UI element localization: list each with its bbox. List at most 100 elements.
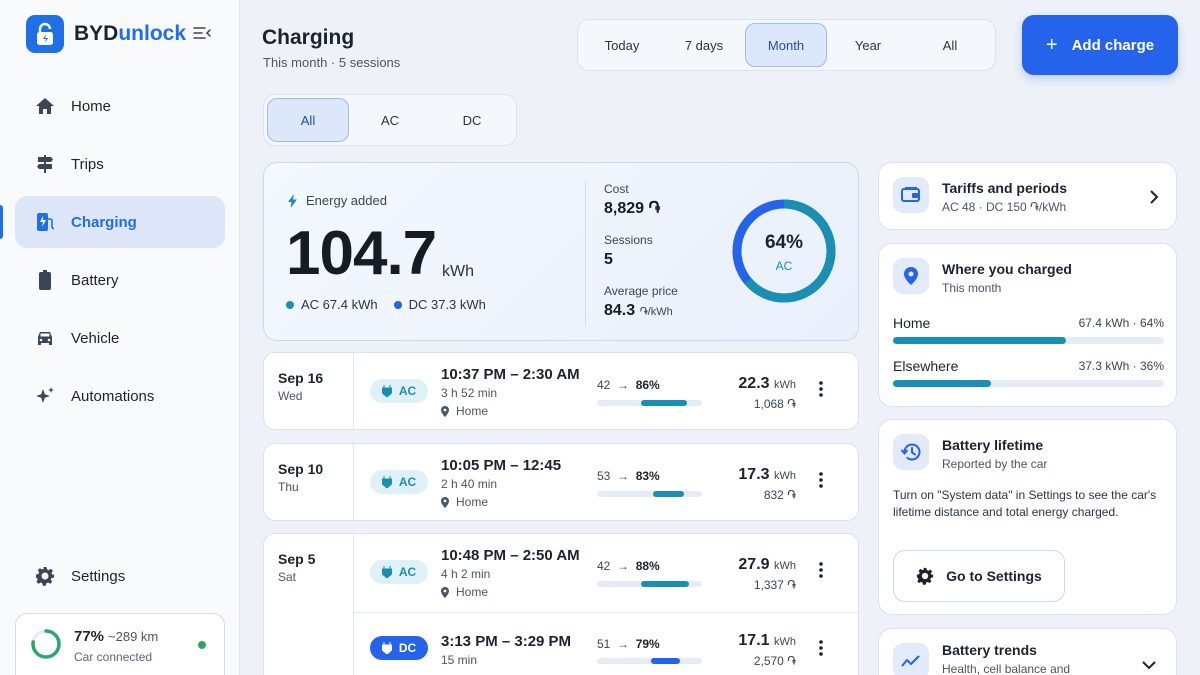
where-title: Where you charged <box>942 261 1072 277</box>
sidebar-item-label: Automations <box>71 387 155 405</box>
location-value: 67.4 kWh · 64% <box>1078 316 1164 330</box>
session-day: Thu <box>278 480 299 494</box>
charge-ring <box>31 629 61 659</box>
location-bar-fill <box>893 337 1067 344</box>
filter-all[interactable]: All <box>267 98 349 142</box>
charge-type-badge: AC <box>370 470 428 494</box>
session-time: 10:37 PM – 2:30 AM <box>441 366 580 383</box>
energy-split: AC 67.4 kWh DC 37.3 kWh <box>286 297 486 312</box>
session-duration: 3 h 52 min <box>441 386 498 400</box>
sidebar-item-battery[interactable]: Battery <box>15 254 225 306</box>
more-options-icon[interactable] <box>819 381 831 401</box>
plug-icon <box>381 476 392 488</box>
ac-share-donut <box>732 199 836 303</box>
lock-icon <box>26 15 64 53</box>
sidebar-item-label: Home <box>71 97 112 115</box>
gear-icon <box>35 566 55 586</box>
session-row[interactable]: AC 10:05 PM – 12:45 2 h 40 min Home 53 → 83%… <box>264 444 860 520</box>
cost-label: Cost <box>604 182 629 196</box>
where-subtitle: This month <box>942 281 1002 295</box>
session-cost: 2,570 ֏ <box>753 654 796 668</box>
more-options-icon[interactable] <box>819 562 831 582</box>
page-title: Charging <box>262 26 355 49</box>
soc-bar-fill <box>641 581 690 587</box>
soc-bar <box>597 581 702 587</box>
energy-label: Energy added <box>288 193 387 208</box>
dc-dot <box>393 300 402 309</box>
more-options-icon[interactable] <box>819 640 831 660</box>
tariffs-card[interactable]: Tariffs and periods AC 48 · DC 150 ֏/kWh <box>878 162 1177 230</box>
sidebar: BYDunlock Home Trips Charging Battery Ve… <box>0 0 240 675</box>
session-cost: 1,337 ֏ <box>753 578 796 592</box>
go-to-settings-button[interactable]: Go to Settings <box>893 550 1065 602</box>
location-bar <box>893 380 1164 387</box>
location-row-home: Home 67.4 kWh · 64% <box>893 315 1164 344</box>
session-location: Home <box>441 585 488 599</box>
session-energy: 17.1 kWh <box>738 632 796 649</box>
add-charge-button[interactable]: + Add charge <box>1022 15 1178 75</box>
session-row[interactable]: AC 10:37 PM – 2:30 AM 3 h 52 min Home 42 → 8… <box>264 353 860 429</box>
sidebar-item-label: Trips <box>71 155 104 173</box>
location-value: 37.3 kWh · 36% <box>1078 359 1164 373</box>
app-name: BYDunlock <box>74 22 187 45</box>
session-energy: 27.9 kWh <box>738 556 796 573</box>
ac-share-percent: 64% <box>764 232 804 253</box>
sidebar-item-label: Settings <box>71 567 126 585</box>
location-row-elsewhere: Elsewhere 37.3 kWh · 36% <box>893 358 1164 387</box>
session-group: Sep 5 Sat AC 10:48 PM – 2:50 AM 4 h 2 min H… <box>263 533 860 675</box>
session-day: Sat <box>278 570 297 584</box>
sidebar-item-trips[interactable]: Trips <box>15 138 225 190</box>
charge-type-badge: AC <box>370 379 428 403</box>
battery-trends-card[interactable]: Battery trends Health, cell balance and <box>878 628 1177 675</box>
go-to-settings-label: Go to Settings <box>946 568 1042 584</box>
filter-dc[interactable]: DC <box>462 112 482 128</box>
sidebar-item-home[interactable]: Home <box>15 80 225 132</box>
car-range: ~289 km <box>108 629 159 644</box>
battery-lifetime-text: Turn on "System data" in Settings to see… <box>893 488 1157 519</box>
session-date: Sep 16 <box>278 370 324 386</box>
filter-ac[interactable]: AC <box>380 112 400 128</box>
signpost-icon <box>35 154 55 174</box>
period-all[interactable]: All <box>942 37 958 53</box>
period-month[interactable]: Month <box>745 23 827 67</box>
energy-value: 104.7 <box>286 219 437 288</box>
sidebar-item-automations[interactable]: Automations <box>15 370 225 422</box>
battery-lifetime-title: Battery lifetime <box>942 437 1044 453</box>
avg-price-label: Average price <box>604 284 678 298</box>
session-time: 10:48 PM – 2:50 AM <box>441 547 580 564</box>
location-bar <box>893 337 1164 344</box>
wallet-icon <box>893 177 929 213</box>
soc-bar-fill <box>652 491 685 497</box>
sparkle-icon <box>35 386 55 406</box>
location-name: Elsewhere <box>893 358 959 374</box>
ev-charger-icon <box>35 212 55 232</box>
soc-range: 42 → 86% <box>597 378 660 392</box>
sidebar-item-settings[interactable]: Settings <box>15 550 225 602</box>
period-selector: Today 7 days Month Year All <box>577 19 996 71</box>
period-today[interactable]: Today <box>604 37 640 53</box>
collapse-menu-icon[interactable] <box>193 25 213 43</box>
battery-lifetime-card: Battery lifetime Reported by the car Tur… <box>878 419 1177 615</box>
app-logo[interactable]: BYDunlock <box>26 15 186 53</box>
location-pin-icon <box>441 405 449 417</box>
period-year[interactable]: Year <box>854 37 882 53</box>
sidebar-item-vehicle[interactable]: Vehicle <box>15 312 225 364</box>
session-duration: 2 h 40 min <box>441 477 498 491</box>
session-group: Sep 16 Wed AC 10:37 PM – 2:30 AM 3 h 52 mi… <box>263 352 859 430</box>
session-location: Home <box>441 495 488 509</box>
session-row[interactable]: DC 3:13 PM – 3:29 PM 15 min 51 → 79% 17.1 kW… <box>264 612 860 675</box>
connected-indicator <box>198 641 206 649</box>
sessions-value: 5 <box>604 251 613 268</box>
ac-split: AC 67.4 kWh <box>301 297 378 312</box>
period-7-days[interactable]: 7 days <box>684 37 724 53</box>
battery-icon <box>35 270 55 290</box>
trend-chart-icon <box>893 643 929 675</box>
car-status-card[interactable]: 77% ~289 km Car connected <box>15 613 225 675</box>
sidebar-nav: Home Trips Charging Battery Vehicle Auto… <box>0 80 225 428</box>
session-row[interactable]: AC 10:48 PM – 2:50 AM 4 h 2 min Home 42 → 88… <box>264 534 860 610</box>
plus-icon: + <box>1045 33 1058 56</box>
session-time: 10:05 PM – 12:45 <box>441 457 562 474</box>
more-options-icon[interactable] <box>819 472 831 492</box>
sidebar-item-charging[interactable]: Charging <box>0 196 225 248</box>
page-subtitle: This month · 5 sessions <box>263 55 401 70</box>
